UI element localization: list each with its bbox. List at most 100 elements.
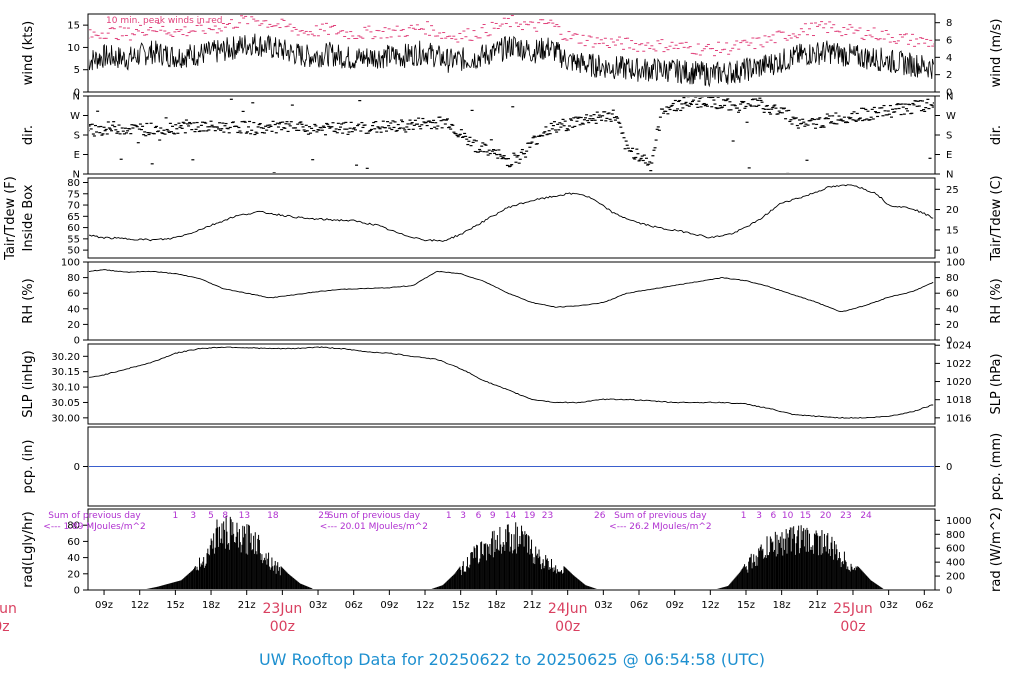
hour-mark-label: 20 [820,511,832,521]
panel-plot-area [89,15,934,88]
left-tick-label: 70 [67,201,80,212]
right-axis-label: rad (W/m^2) [989,507,1004,592]
hour-mark-label: 1 [173,511,179,521]
right-tick-label: 0 [946,336,952,347]
left-tick-label: 80 [67,521,80,532]
right-axis-label: pcp. (mm) [989,433,1004,500]
x-tick-label: 15z [166,600,184,611]
hour-mark-label: 5 [208,511,214,521]
left-axis-label: wind (kts) [21,21,36,85]
radiation-note-line1: Sum of previous day [48,511,141,521]
left-tick-label: 60 [67,289,80,300]
left-tick-label: 20 [67,320,80,331]
left-tick-label: 60 [67,537,80,548]
hour-mark-label: 15 [800,511,811,521]
page-title: UW Rooftop Data for 20250622 to 20250625… [259,650,765,669]
left-tick-label: 5 [74,65,80,76]
right-tick-label: 20 [946,320,959,331]
right-tick-label: 1022 [946,359,971,370]
right-tick-label: 1024 [946,341,971,352]
panel-plot-area [146,515,884,589]
left-tick-label: 65 [67,212,80,223]
right-tick-label: 8 [946,18,952,29]
wind-speed-line [89,33,934,88]
left-axis-label: RH (%) [21,278,36,323]
x-tick-label: 15z [452,600,470,611]
left-tick-label: 0 [74,88,80,99]
right-tick-label: 25 [946,185,959,196]
right-tick-label: 400 [946,558,965,569]
day-label: 25Jun [833,601,873,617]
hour-mark-label: 19 [524,511,536,521]
wind-annotation: 10 min. peak winds in red [106,16,223,26]
left-tick-label: 30.05 [51,398,80,409]
right-axis-label: wind (m/s) [989,19,1004,88]
hour-mark-label: 24 [860,511,872,521]
right-tick-label: 1018 [946,395,971,406]
hour-mark-label: 3 [460,511,466,521]
panel-plot-area [89,269,934,313]
panel-frame [87,95,936,175]
x-tick-label: 12z [701,600,719,611]
hour-mark-label: 1 [446,511,452,521]
x-tick-label: 21z [523,600,541,611]
panel-plot-area [89,97,934,173]
radiation-note-line1: Sum of previous day [328,511,421,521]
right-tick-label: N [946,170,953,181]
radiation-note-line2: <--- 26.2 MJoules/m^2 [609,522,711,532]
left-tick-label: 100 [61,258,80,269]
x-tick-label: 09z [380,600,398,611]
left-tick-label: 40 [67,304,80,315]
left-tick-label: 15 [67,21,80,32]
left-tick-label: N [73,92,80,103]
hour-mark-label: 6 [476,511,482,521]
left-axis-label: dir. [21,125,36,145]
left-axis-label-2: Inside Box [21,184,36,251]
panel-frame [87,343,936,425]
left-tick-label: 30.10 [51,383,80,394]
x-tick-label: 18z [773,600,791,611]
right-tick-label: 1016 [946,413,971,424]
direction-marks [89,97,934,173]
right-axis-label: RH (%) [989,278,1004,323]
right-axis-label: SLP (hPa) [989,353,1004,414]
left-tick-label: 40 [67,553,80,564]
right-tick-label: 15 [946,225,959,236]
hour-mark-label: 13 [239,511,250,521]
panel-frame [87,261,936,341]
hour-mark-label: 10 [782,511,794,521]
panel-pcp: 0 0 pcp. (in) pcp. (mm) [21,426,1004,507]
temp-line [89,184,934,242]
time-axis: 09z 12z 15z 18z 21z 03z 06z 09z 12z 15z 18z 21z 03z 0… [0,590,933,635]
right-tick-label: S [946,131,952,142]
panel-plot-area [89,346,934,419]
left-tick-label: 80 [67,273,80,284]
x-tick-label: 12z [416,600,434,611]
right-tick-label: 0 [946,586,952,597]
right-tick-label: E [946,150,952,161]
panel-frame [87,508,936,591]
right-tick-label: 600 [946,544,965,555]
day-label: 22Jun [0,601,17,617]
radiation-note-line1: Sum of previous day [614,511,707,521]
right-tick-label: N [946,92,953,103]
day-label: 23Jun [263,601,303,617]
hour-mark-label: 14 [505,511,517,521]
left-tick-label: 30.20 [51,352,80,363]
left-tick-label: 60 [67,223,80,234]
day-time-label: 00z [555,619,580,635]
hour-mark-label: 25 [318,511,329,521]
slp-line [89,346,934,419]
hour-mark-label: 23 [840,511,851,521]
hour-mark-label: 8 [222,511,228,521]
left-tick-label: N [73,170,80,181]
right-tick-label: 1020 [946,377,971,388]
left-axis-label: rad(Lgly/hr) [21,511,36,587]
x-tick-label: 18z [487,600,505,611]
x-tick-label: 03z [880,600,898,611]
day-label: 24Jun [548,601,588,617]
left-tick-label: W [70,111,80,122]
